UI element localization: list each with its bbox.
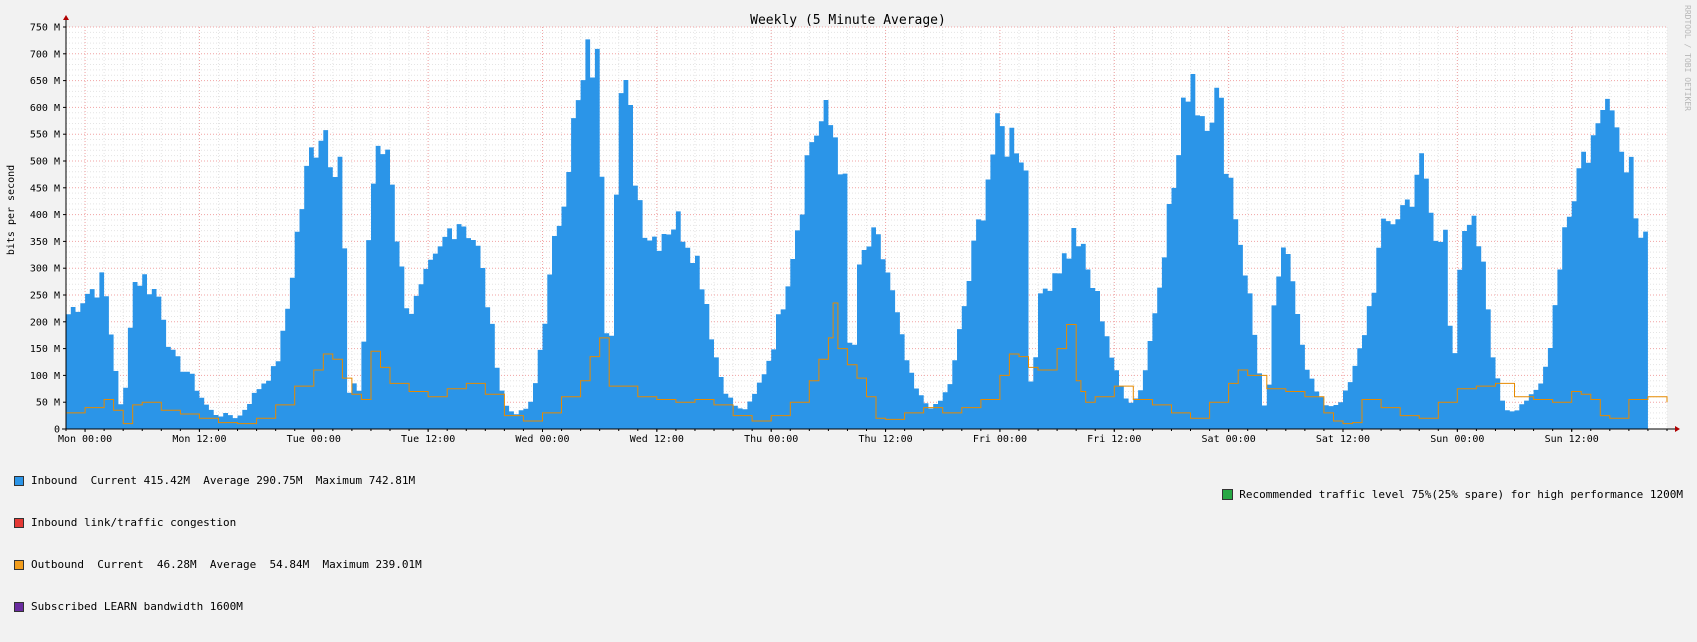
legend-outbound: Outbound Current 46.28M Average 54.84M M… [14,558,422,572]
chart-title: Weekly (5 Minute Average) [750,13,946,28]
inbound-average-value: 290.75M [256,474,303,487]
outbound-label: Outbound [31,558,84,571]
y-axis-arrow [63,15,69,20]
x-tick-label: Thu 00:00 [744,434,798,445]
y-tick-label: 500 M [30,157,60,168]
inbound-swatch [14,476,24,486]
y-tick-label: 700 M [30,49,60,60]
x-tick-label: Tue 00:00 [287,434,341,445]
x-tick-label: Thu 12:00 [858,434,912,445]
inbound-current-label: Current [90,474,137,487]
legend-congestion: Inbound link/traffic congestion [14,516,422,530]
congestion-swatch [14,518,24,528]
y-tick-label: 400 M [30,210,60,221]
inbound-area [66,39,1648,430]
legend-subscribed: Subscribed LEARN bandwidth 1600M [14,600,422,614]
inbound-average-label: Average [203,474,250,487]
chart-svg: Weekly (5 Minute Average) bits per secon… [6,5,1692,445]
x-axis-arrow [1675,426,1680,432]
x-tick-label: Fri 12:00 [1087,434,1141,445]
x-tick-label: Fri 00:00 [973,434,1027,445]
x-tick-label: Wed 00:00 [515,434,569,445]
x-tick-label: Sun 12:00 [1545,434,1599,445]
x-tick-label: Sat 00:00 [1202,434,1256,445]
legend: Inbound Current 415.42M Average 290.75M … [14,446,422,642]
y-axis-label: bits per second [6,165,17,255]
x-tick-label: Sat 12:00 [1316,434,1370,445]
y-tick-label: 600 M [30,103,60,114]
outbound-maximum-label: Maximum [322,558,369,571]
y-tick-label: 200 M [30,317,60,328]
recommendation-text: Recommended traffic level 75%(25% spare)… [1239,488,1683,501]
inbound-maximum-label: Maximum [315,474,363,487]
inbound-current-value: 415.42M [143,474,190,487]
traffic-graph: Weekly (5 Minute Average) bits per secon… [6,5,1692,613]
plot-area: 0 50 M 100 M 150 M 200 M 250 M 300 M 350 M 400 M… [30,15,1680,445]
outbound-average-value: 54.84M [269,558,310,571]
y-tick-label: 450 M [30,183,60,194]
watermark: RRDTOOL / TOBI OETIKER [1683,5,1692,111]
recommendation-icon [1222,489,1234,500]
y-tick-label: 250 M [30,291,60,302]
y-tick-label: 350 M [30,237,60,248]
outbound-line [66,302,1668,425]
congestion-label: Inbound link/traffic congestion [31,516,237,529]
subscribed-label: Subscribed LEARN bandwidth 1600M [31,600,243,613]
recommendation-note: Recommended traffic level 75%(25% spare)… [1222,488,1683,501]
y-tick-label: 650 M [30,76,60,87]
y-tick-label: 100 M [30,371,60,382]
x-tick-label: Tue 12:00 [401,434,455,445]
x-tick-label: Mon 00:00 [58,434,112,445]
outbound-average-label: Average [209,558,257,571]
inbound-label: Inbound [31,474,78,487]
x-tick-label: Sun 00:00 [1430,434,1484,445]
x-tick-label: Wed 12:00 [630,434,684,445]
outbound-current-label: Current [97,558,144,571]
outbound-maximum-value: 239.01M [375,558,422,571]
outbound-swatch [14,560,24,570]
y-tick-label: 150 M [30,344,60,355]
y-tick-label: 550 M [30,130,60,141]
y-tick-label: 300 M [30,264,60,275]
subscribed-swatch [14,602,24,612]
y-tick-label: 750 M [30,23,60,34]
inbound-maximum-value: 742.81M [368,474,416,487]
x-tick-label: Mon 12:00 [172,434,226,445]
outbound-current-value: 46.28M [156,558,197,571]
y-tick-label: 50 M [36,398,60,409]
legend-inbound: Inbound Current 415.42M Average 290.75M … [14,474,422,488]
y-tick-label: 0 [54,425,60,436]
